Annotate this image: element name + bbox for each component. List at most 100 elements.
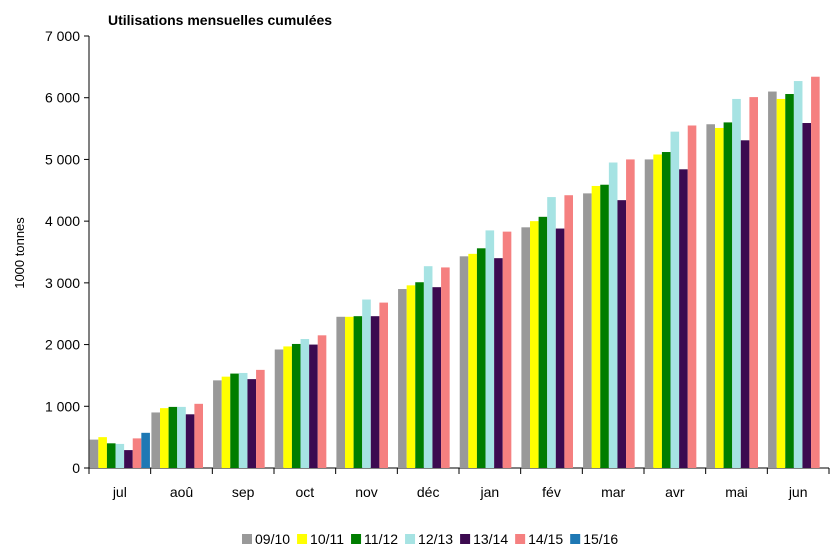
bar bbox=[811, 76, 820, 468]
bar bbox=[538, 216, 548, 468]
bar bbox=[256, 369, 265, 468]
bar bbox=[141, 432, 150, 468]
bar bbox=[723, 122, 733, 469]
bar bbox=[115, 443, 125, 468]
y-axis-label: 1000 tonnes bbox=[12, 217, 27, 289]
bar bbox=[213, 380, 222, 468]
legend-label: 13/14 bbox=[473, 531, 508, 547]
bar bbox=[608, 162, 618, 468]
bar bbox=[732, 98, 741, 468]
bar bbox=[653, 154, 662, 468]
bar bbox=[617, 200, 627, 468]
bar bbox=[441, 267, 450, 468]
bar bbox=[530, 221, 539, 468]
bar bbox=[194, 403, 203, 468]
bar bbox=[124, 450, 133, 468]
bar bbox=[679, 169, 688, 468]
bar bbox=[564, 195, 573, 469]
bar bbox=[547, 197, 556, 468]
bar bbox=[379, 302, 388, 468]
bar bbox=[415, 282, 424, 468]
legend-swatch bbox=[515, 534, 526, 544]
bar bbox=[785, 94, 794, 469]
bar bbox=[740, 140, 750, 468]
bar bbox=[300, 339, 310, 468]
y-tick-label: 5 000 bbox=[45, 151, 80, 167]
bar bbox=[494, 258, 503, 468]
legend-item: 10/11 bbox=[297, 531, 344, 547]
bar bbox=[521, 227, 530, 468]
legend-swatch bbox=[570, 534, 581, 544]
bar bbox=[345, 316, 354, 468]
bar bbox=[89, 439, 99, 468]
y-tick-label: 4 000 bbox=[45, 213, 80, 229]
y-tick-label: 6 000 bbox=[45, 90, 80, 106]
legend-item: 14/15 bbox=[515, 531, 563, 547]
x-tick-label: nov bbox=[355, 484, 378, 500]
bar bbox=[106, 443, 116, 468]
bar bbox=[317, 335, 327, 468]
bar bbox=[221, 376, 231, 468]
bar bbox=[468, 253, 477, 468]
bar bbox=[274, 349, 284, 468]
bar bbox=[432, 287, 442, 468]
bar bbox=[661, 152, 671, 468]
bar bbox=[600, 184, 609, 468]
legend-item: 12/13 bbox=[405, 531, 453, 547]
legend: 09/10 10/11 11/12 12/13 13/14 14/15 15/16 bbox=[242, 531, 618, 547]
bar bbox=[309, 344, 318, 468]
legend-swatch bbox=[405, 534, 416, 544]
bar bbox=[406, 285, 416, 468]
legend-item: 11/12 bbox=[351, 531, 398, 547]
y-tick-label: 2 000 bbox=[45, 337, 80, 353]
bar bbox=[238, 372, 248, 468]
legend-swatch bbox=[351, 534, 362, 544]
bar bbox=[476, 248, 486, 468]
bar bbox=[802, 123, 812, 468]
bar bbox=[247, 379, 257, 468]
bar bbox=[151, 412, 160, 468]
bar bbox=[132, 438, 142, 468]
bar bbox=[353, 316, 363, 468]
y-tick-label: 7 000 bbox=[45, 28, 80, 44]
bar bbox=[98, 437, 107, 468]
x-tick-label: jul bbox=[112, 484, 127, 500]
bar bbox=[459, 256, 469, 468]
chart-title: Utilisations mensuelles cumulées bbox=[108, 12, 332, 28]
x-tick-label: fév bbox=[542, 484, 561, 500]
x-tick-label: déc bbox=[417, 484, 440, 500]
bar bbox=[362, 299, 371, 468]
x-tick-label: mar bbox=[601, 484, 625, 500]
legend-label: 09/10 bbox=[255, 531, 290, 547]
legend-label: 15/16 bbox=[583, 531, 618, 547]
bar bbox=[749, 97, 758, 469]
bar bbox=[555, 228, 565, 468]
bar bbox=[168, 406, 178, 468]
legend-label: 10/11 bbox=[310, 531, 344, 547]
bar bbox=[776, 98, 786, 468]
bar bbox=[626, 159, 635, 468]
bar bbox=[502, 231, 512, 468]
legend-label: 11/12 bbox=[364, 531, 398, 547]
legend-item: 13/14 bbox=[460, 531, 508, 547]
bar bbox=[230, 373, 239, 468]
x-tick-label: sep bbox=[232, 484, 255, 500]
legend-swatch bbox=[460, 534, 471, 544]
legend-item: 15/16 bbox=[570, 531, 618, 547]
bar bbox=[423, 266, 433, 468]
x-tick-label: oct bbox=[295, 484, 314, 500]
y-tick-label: 3 000 bbox=[45, 275, 80, 291]
bar bbox=[398, 289, 407, 468]
x-tick-label: jan bbox=[479, 484, 499, 500]
y-tick-label: 0 bbox=[72, 460, 80, 476]
bar bbox=[591, 185, 601, 469]
bar bbox=[160, 408, 169, 468]
bar bbox=[185, 414, 195, 468]
bar bbox=[370, 316, 380, 468]
bar bbox=[793, 81, 803, 469]
legend-swatch bbox=[242, 534, 252, 544]
bar bbox=[583, 193, 592, 468]
bar bbox=[283, 346, 292, 468]
bar bbox=[336, 316, 345, 468]
bars bbox=[89, 76, 820, 469]
